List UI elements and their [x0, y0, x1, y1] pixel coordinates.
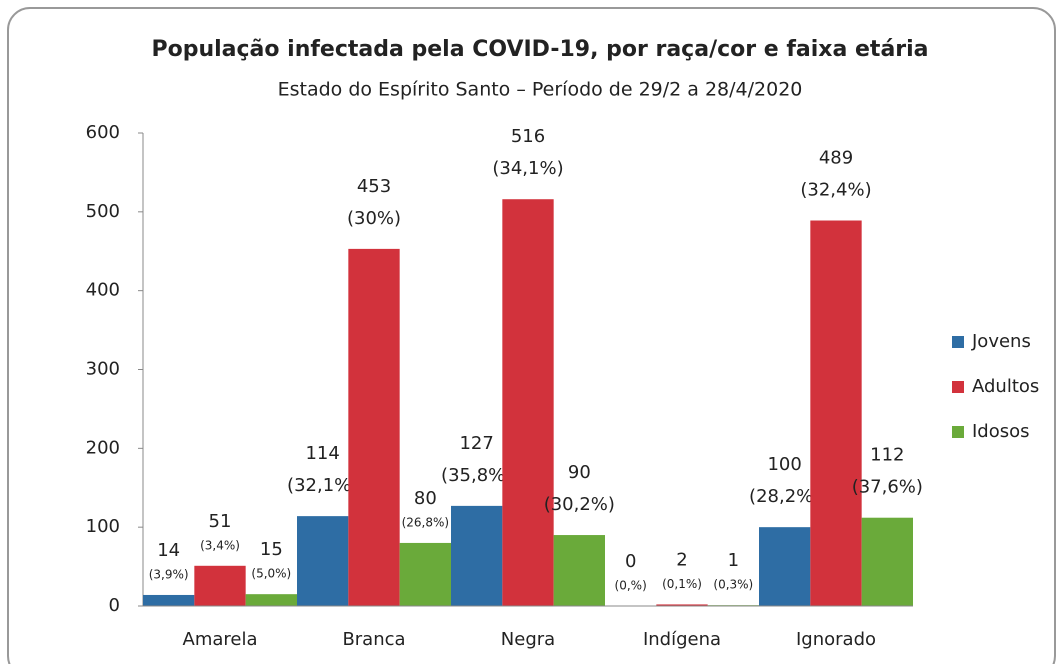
bar	[194, 565, 246, 606]
y-tick-label: 200	[86, 437, 120, 458]
value-label: 14	[157, 540, 180, 561]
value-label: 516	[511, 126, 545, 147]
y-tick-label: 300	[86, 359, 120, 380]
y-tick-label: 100	[86, 516, 120, 537]
legend-label: Jovens	[971, 331, 1031, 352]
percent-label: (26,8%)	[402, 515, 449, 529]
percent-label: (32,1%)	[287, 475, 358, 496]
y-tick-label: 400	[86, 280, 120, 301]
percent-label: (34,1%)	[492, 158, 563, 179]
y-tick-label: 500	[86, 201, 120, 222]
value-label: 114	[305, 443, 339, 464]
percent-label: (3,4%)	[200, 538, 240, 552]
percent-label: (0,1%)	[662, 577, 702, 591]
value-label: 127	[459, 433, 493, 454]
value-label: 112	[870, 445, 904, 466]
legend-label: Idosos	[972, 421, 1030, 442]
bar	[502, 199, 554, 606]
percent-label: (30,2%)	[544, 494, 615, 515]
percent-label: (37,6%)	[852, 477, 923, 498]
chart-title: População infectada pela COVID-19, por r…	[151, 37, 928, 62]
bar	[297, 516, 349, 606]
chart-subtitle: Estado do Espírito Santo – Período de 29…	[278, 79, 803, 101]
value-label: 489	[819, 148, 853, 169]
x-tick-label: Ignorado	[796, 629, 876, 650]
percent-label: (0,%)	[615, 579, 647, 593]
legend-swatch	[952, 336, 964, 348]
bar	[451, 505, 503, 606]
percent-label: (32,4%)	[800, 180, 871, 201]
x-tick-label: Indígena	[643, 629, 721, 650]
percent-label: (0,3%)	[713, 578, 753, 592]
legend-swatch	[952, 426, 964, 438]
x-tick-label: Negra	[501, 629, 555, 650]
value-label: 0	[625, 551, 636, 572]
value-label: 51	[209, 511, 232, 532]
value-label: 1	[728, 550, 739, 571]
x-tick-label: Amarela	[183, 629, 258, 650]
percent-label: (30%)	[347, 208, 401, 229]
bar	[143, 594, 195, 606]
bar	[656, 604, 708, 606]
percent-label: (5,0%)	[251, 567, 291, 581]
percent-label: (28,2%)	[749, 486, 820, 507]
bar	[553, 535, 605, 606]
value-label: 2	[676, 549, 687, 570]
bar	[759, 527, 811, 606]
bar	[245, 594, 297, 606]
value-label: 80	[414, 488, 437, 509]
legend-label: Adultos	[972, 376, 1039, 397]
value-label: 100	[767, 454, 801, 475]
bar	[348, 248, 400, 606]
value-label: 453	[357, 176, 391, 197]
percent-label: (3,9%)	[149, 567, 189, 581]
x-tick-label: Branca	[342, 629, 405, 650]
legend-swatch	[952, 381, 964, 393]
bar	[861, 517, 913, 606]
y-tick-label: 600	[86, 122, 120, 143]
bar	[399, 542, 451, 606]
percent-label: (35,8%)	[441, 465, 512, 486]
value-label: 15	[260, 539, 283, 560]
y-tick-label: 0	[109, 595, 120, 616]
bar	[810, 220, 862, 606]
value-label: 90	[568, 462, 591, 483]
